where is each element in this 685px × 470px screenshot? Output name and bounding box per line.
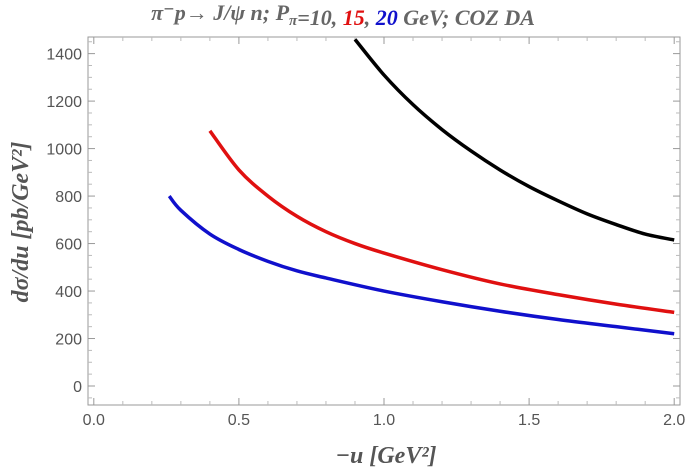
y-tick-label: 0 (73, 379, 82, 396)
title-part: =10, (297, 5, 343, 30)
x-tick-label: 1.0 (373, 412, 395, 429)
x-tick-label: 0.5 (228, 412, 250, 429)
x-tick-label: 0.0 (83, 412, 105, 429)
x-tick-label: 1.5 (518, 412, 540, 429)
title-part: π⁻p→ J/ψ n; P (151, 0, 289, 25)
ticks-layer: 0.0 0.5 1.0 1.5 2.0 0 200 400 600 800 1000 1200 1400 (46, 37, 685, 429)
y-axis-label: dσ/du [pb/GeV²] (8, 142, 34, 303)
y-tick-label: 600 (55, 237, 82, 254)
y-tick-label: 200 (55, 332, 82, 349)
title-part: π (289, 13, 298, 29)
y-tick-label: 1400 (46, 47, 82, 64)
series-line-black (353, 38, 675, 242)
y-tick-label: 1000 (46, 142, 82, 159)
plot-frame (87, 36, 681, 406)
title-part: , (364, 5, 376, 30)
series-line-blue (167, 194, 675, 336)
x-axis-label: −u [GeV²] (335, 443, 436, 469)
y-tick-label: 1200 (46, 94, 82, 111)
series-line-red (208, 129, 675, 315)
chart-title: π⁻p→ J/ψ n; Pπ=10, 15, 20 GeV; COZ DA (151, 0, 535, 30)
title-part: 15 (343, 5, 365, 30)
y-tick-label: 800 (55, 189, 82, 206)
title-part: 20 (375, 5, 398, 30)
series-layer (167, 38, 675, 336)
title-part: GeV; COZ DA (398, 5, 535, 30)
y-tick-label: 400 (55, 284, 82, 301)
x-tick-label: 2.0 (663, 412, 685, 429)
plot-border (87, 36, 681, 406)
